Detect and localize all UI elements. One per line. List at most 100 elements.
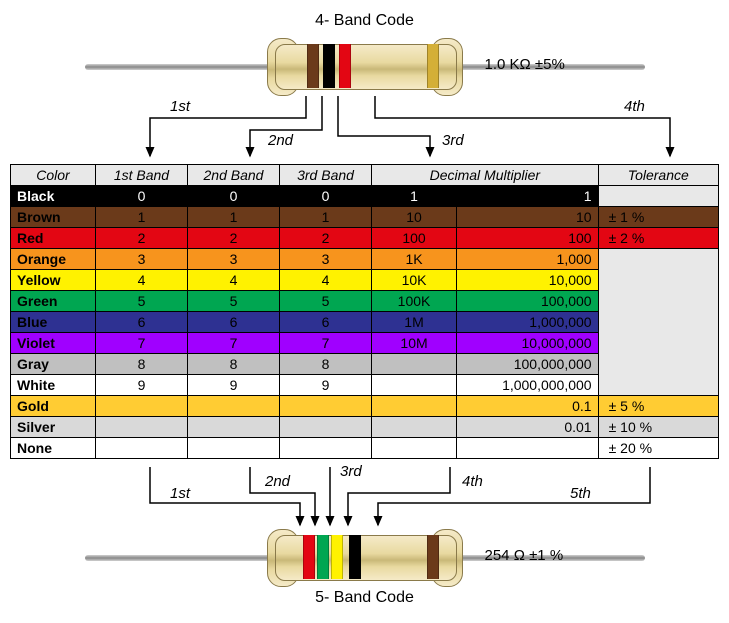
cell: 6 xyxy=(280,312,372,333)
th-2nd-band: 2nd Band xyxy=(187,165,279,186)
th-color: Color xyxy=(11,165,96,186)
table-row: Gold0.1± 5 % xyxy=(11,396,719,417)
cell: 1,000,000,000 xyxy=(457,375,599,396)
cell: 8 xyxy=(280,354,372,375)
arrow-label-b2: 2nd xyxy=(265,473,290,490)
cell: 8 xyxy=(187,354,279,375)
th-1st-band: 1st Band xyxy=(95,165,187,186)
cell xyxy=(95,396,187,417)
cell: 10M xyxy=(372,333,457,354)
cell: 1 xyxy=(95,207,187,228)
cell: Red xyxy=(11,228,96,249)
arrow-label-4th: 4th xyxy=(624,98,645,115)
color-code-table: Color 1st Band 2nd Band 3rd Band Decimal… xyxy=(10,164,719,459)
lead-left xyxy=(85,64,275,70)
th-3rd-band: 3rd Band xyxy=(280,165,372,186)
band-2 xyxy=(317,535,329,579)
table-row: None± 20 % xyxy=(11,438,719,459)
cell xyxy=(280,438,372,459)
cell: 1,000 xyxy=(457,249,599,270)
table-header-row: Color 1st Band 2nd Band 3rd Band Decimal… xyxy=(11,165,719,186)
cell: Blue xyxy=(11,312,96,333)
cell xyxy=(372,396,457,417)
cell xyxy=(95,417,187,438)
table-row: Red222100100± 2 % xyxy=(11,228,719,249)
th-multiplier: Decimal Multiplier xyxy=(372,165,599,186)
cell: Yellow xyxy=(11,270,96,291)
cell: 5 xyxy=(280,291,372,312)
arrow-label-b5: 5th xyxy=(570,485,591,502)
cell: 0 xyxy=(187,186,279,207)
cell: ± 2 % xyxy=(598,228,718,249)
cell: 5 xyxy=(95,291,187,312)
arrow-label-b1: 1st xyxy=(170,485,190,502)
arrows-top: 1st 2nd 3rd 4th xyxy=(10,96,719,164)
cell: ± 5 % xyxy=(598,396,718,417)
cell xyxy=(187,396,279,417)
cell: Black xyxy=(11,186,96,207)
cell: 7 xyxy=(280,333,372,354)
cell: 1,000,000 xyxy=(457,312,599,333)
cell: White xyxy=(11,375,96,396)
cell: 10 xyxy=(372,207,457,228)
resistor-4band: 1.0 KΩ ±5% xyxy=(85,36,645,96)
cell: 100,000 xyxy=(457,291,599,312)
cell: ± 20 % xyxy=(598,438,718,459)
resistor-5band: 254 Ω ±1 % xyxy=(85,527,645,587)
cell: 6 xyxy=(187,312,279,333)
cell xyxy=(598,186,718,207)
band-4 xyxy=(349,535,361,579)
lead-left xyxy=(85,555,275,561)
cell: 1 xyxy=(372,186,457,207)
band-4 xyxy=(427,44,439,88)
cell: 4 xyxy=(95,270,187,291)
resistor-5band-value: 254 Ω ±1 % xyxy=(485,547,564,564)
cell xyxy=(95,438,187,459)
cell xyxy=(372,375,457,396)
cell: 4 xyxy=(187,270,279,291)
cell: 2 xyxy=(95,228,187,249)
cell: 1K xyxy=(372,249,457,270)
arrows-bottom: 1st 2nd 3rd 4th 5th xyxy=(10,459,719,527)
band-1 xyxy=(307,44,319,88)
cell xyxy=(372,438,457,459)
cell xyxy=(457,438,599,459)
band-2 xyxy=(323,44,335,88)
cell: 10K xyxy=(372,270,457,291)
cell: Violet xyxy=(11,333,96,354)
cell: Gold xyxy=(11,396,96,417)
cell: 100K xyxy=(372,291,457,312)
cell: 100,000,000 xyxy=(457,354,599,375)
th-tolerance: Tolerance xyxy=(598,165,718,186)
arrow-label-3rd: 3rd xyxy=(442,132,464,149)
cell: 2 xyxy=(187,228,279,249)
cell: Orange xyxy=(11,249,96,270)
cell: 0.01 xyxy=(457,417,599,438)
cell: Silver xyxy=(11,417,96,438)
cell: 0 xyxy=(95,186,187,207)
cell xyxy=(372,354,457,375)
title-4band: 4- Band Code xyxy=(10,12,719,30)
cell: 9 xyxy=(280,375,372,396)
arrow-label-1st: 1st xyxy=(170,98,190,115)
table-row: Orange3331K1,000 xyxy=(11,249,719,270)
cell: 4 xyxy=(280,270,372,291)
band-1 xyxy=(303,535,315,579)
cell: 3 xyxy=(95,249,187,270)
cell: 6 xyxy=(95,312,187,333)
band-3 xyxy=(331,535,343,579)
table-row: Silver 0.01± 10 % xyxy=(11,417,719,438)
cell: ± 10 % xyxy=(598,417,718,438)
cell: 1 xyxy=(187,207,279,228)
cell: Gray xyxy=(11,354,96,375)
cell: Brown xyxy=(11,207,96,228)
band-3 xyxy=(339,44,351,88)
cell: 8 xyxy=(95,354,187,375)
cell: 10,000 xyxy=(457,270,599,291)
arrow-label-b3: 3rd xyxy=(340,463,362,480)
band-5 xyxy=(427,535,439,579)
cell xyxy=(187,438,279,459)
cell: Green xyxy=(11,291,96,312)
cell: 7 xyxy=(187,333,279,354)
cell: 3 xyxy=(187,249,279,270)
